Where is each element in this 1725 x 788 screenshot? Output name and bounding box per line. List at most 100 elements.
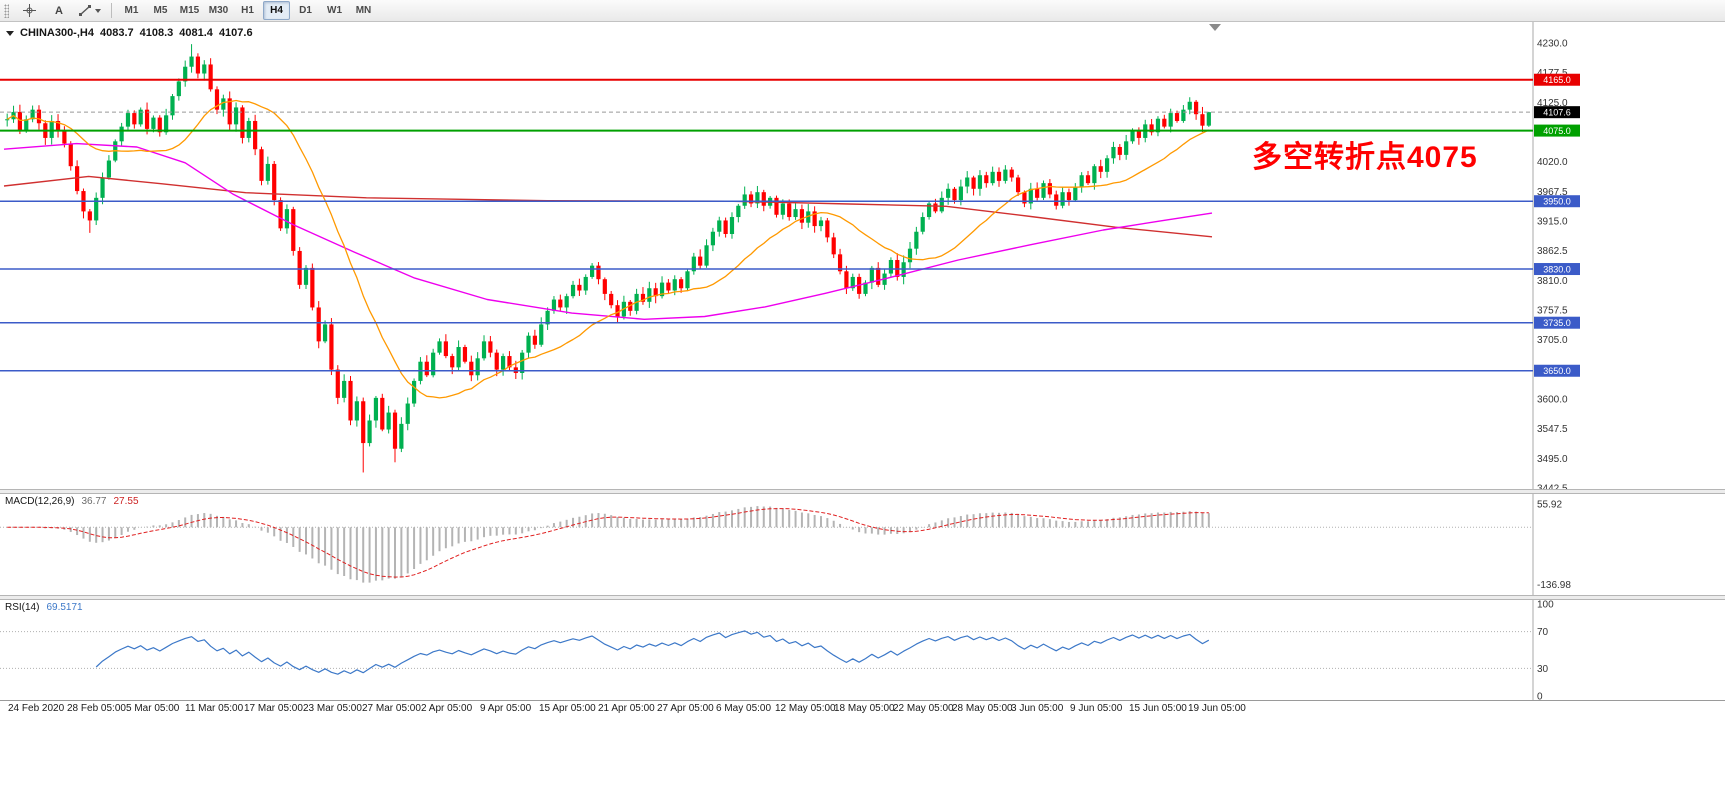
candle-body — [265, 163, 270, 181]
candle-body — [1015, 177, 1021, 193]
candle-body — [888, 259, 894, 274]
text-tool-button[interactable]: A — [45, 1, 73, 21]
candle-body — [844, 271, 849, 289]
candle-body — [367, 420, 372, 444]
objects-dropdown-button[interactable] — [75, 1, 105, 21]
panel-separator[interactable] — [0, 595, 1725, 600]
timeframe-button-H4[interactable]: H4 — [263, 1, 290, 20]
candle-body — [850, 276, 855, 289]
candle-body — [348, 380, 353, 421]
candle-body — [793, 209, 798, 218]
toolbar-grip[interactable] — [4, 3, 9, 18]
candle-body — [1003, 169, 1008, 181]
candle-body — [284, 209, 290, 229]
timeframe-button-M5[interactable]: M5 — [153, 5, 168, 16]
rsi-axis-label: 100 — [1537, 600, 1554, 611]
ohlc-low: 4081.4 — [179, 27, 213, 39]
current-price-badge — [1534, 106, 1580, 119]
current-price-badge-label: 4107.6 — [1543, 108, 1571, 118]
price-scale[interactable] — [1534, 22, 1592, 700]
price-level-badge — [1534, 73, 1580, 86]
candle-body — [5, 119, 10, 121]
candle-body — [996, 171, 1002, 181]
candle-body — [100, 177, 105, 198]
price-chart-panel[interactable]: 4230.04177.54125.04072.54020.03967.53915… — [0, 22, 1725, 489]
price-level-badge — [1534, 364, 1580, 377]
candle-body — [405, 403, 410, 424]
macd-name: MACD(12,26,9) — [5, 496, 75, 507]
candle-body — [361, 401, 366, 444]
price-axis-label: 3862.5 — [1537, 246, 1568, 257]
candle-body — [1181, 109, 1186, 121]
candle-body — [170, 96, 175, 116]
candle-body — [1174, 113, 1180, 121]
time-axis-label: 22 May 05:00 — [893, 703, 954, 714]
candle-body — [1124, 141, 1129, 155]
timeframe-button-M1[interactable]: M1 — [124, 5, 139, 16]
candle-body — [125, 113, 131, 127]
candle-body — [411, 380, 417, 404]
candle-body — [1136, 130, 1141, 138]
rsi-line — [95, 630, 1210, 675]
candle-body — [500, 356, 506, 370]
candle-body — [1200, 114, 1205, 126]
candle-body — [183, 66, 188, 82]
candle-body — [520, 352, 525, 374]
candle-body — [354, 401, 359, 421]
macd-panel[interactable]: 55.92 -136.98 — [0, 494, 1725, 595]
candle-body — [144, 109, 150, 129]
candle-body — [151, 117, 156, 129]
rsi-name: RSI(14) — [5, 602, 40, 613]
candle-body — [106, 160, 112, 178]
candle-body — [869, 267, 874, 283]
price-level-badge — [1534, 316, 1580, 329]
candle-body — [221, 98, 226, 110]
candle-body — [577, 284, 582, 291]
price-axis-label: 3600.0 — [1537, 395, 1568, 406]
candle-body — [1098, 166, 1103, 172]
candle-body — [214, 89, 220, 110]
candle-body — [30, 109, 35, 120]
candle-body — [202, 64, 207, 74]
time-axis-label: 9 Jun 05:00 — [1070, 703, 1123, 714]
timeframe-button-D1[interactable]: D1 — [299, 5, 312, 16]
panel-separator[interactable] — [0, 489, 1725, 494]
crosshair-button[interactable] — [15, 1, 43, 21]
candle-body — [240, 107, 245, 138]
time-axis-label: 27 Apr 05:00 — [657, 703, 714, 714]
candle-body — [94, 197, 99, 221]
candle-body — [736, 205, 741, 218]
timeframe-button-MN[interactable]: MN — [355, 5, 372, 16]
chart-shift-marker[interactable] — [1209, 24, 1221, 31]
timeframe-button-M15[interactable]: M15 — [179, 5, 200, 16]
time-axis-label: 18 May 05:00 — [834, 703, 895, 714]
timeframe-button-M30[interactable]: M30 — [208, 5, 229, 16]
rsi-axis-label: 30 — [1537, 664, 1549, 675]
candle-body — [990, 171, 995, 184]
candle-body — [189, 56, 194, 67]
candle-body — [602, 279, 607, 294]
candle-body — [1041, 183, 1046, 198]
price-axis-label: 4230.0 — [1537, 39, 1568, 50]
candle-body — [1155, 118, 1161, 133]
candle-body — [583, 276, 588, 291]
price-level-badge-label: 3650.0 — [1543, 366, 1571, 376]
candle-body — [272, 163, 277, 201]
candle-body — [984, 175, 989, 184]
candle-body — [723, 220, 728, 234]
timeframe-button-H1[interactable]: H1 — [241, 5, 254, 16]
candle-body — [55, 120, 61, 131]
candle-body — [672, 279, 677, 291]
candle-body — [1047, 183, 1052, 195]
macd-value-signal: 27.55 — [113, 496, 139, 507]
candle-body — [717, 220, 722, 232]
time-axis-label: 21 Apr 05:00 — [598, 703, 655, 714]
chart-annotation-text[interactable]: 多空转折点4075 — [1252, 141, 1478, 174]
candle-body — [971, 177, 976, 189]
rsi-panel[interactable]: 100 70 30 0 — [0, 600, 1725, 700]
candle-body — [806, 211, 811, 223]
time-scale[interactable]: 24 Feb 2020 28 Feb 05:00 5 Mar 05:00 11 Mar… — [0, 700, 1725, 717]
candle-body — [1009, 169, 1014, 178]
candlestick-series — [5, 44, 1211, 473]
timeframe-button-W1[interactable]: W1 — [327, 5, 342, 16]
